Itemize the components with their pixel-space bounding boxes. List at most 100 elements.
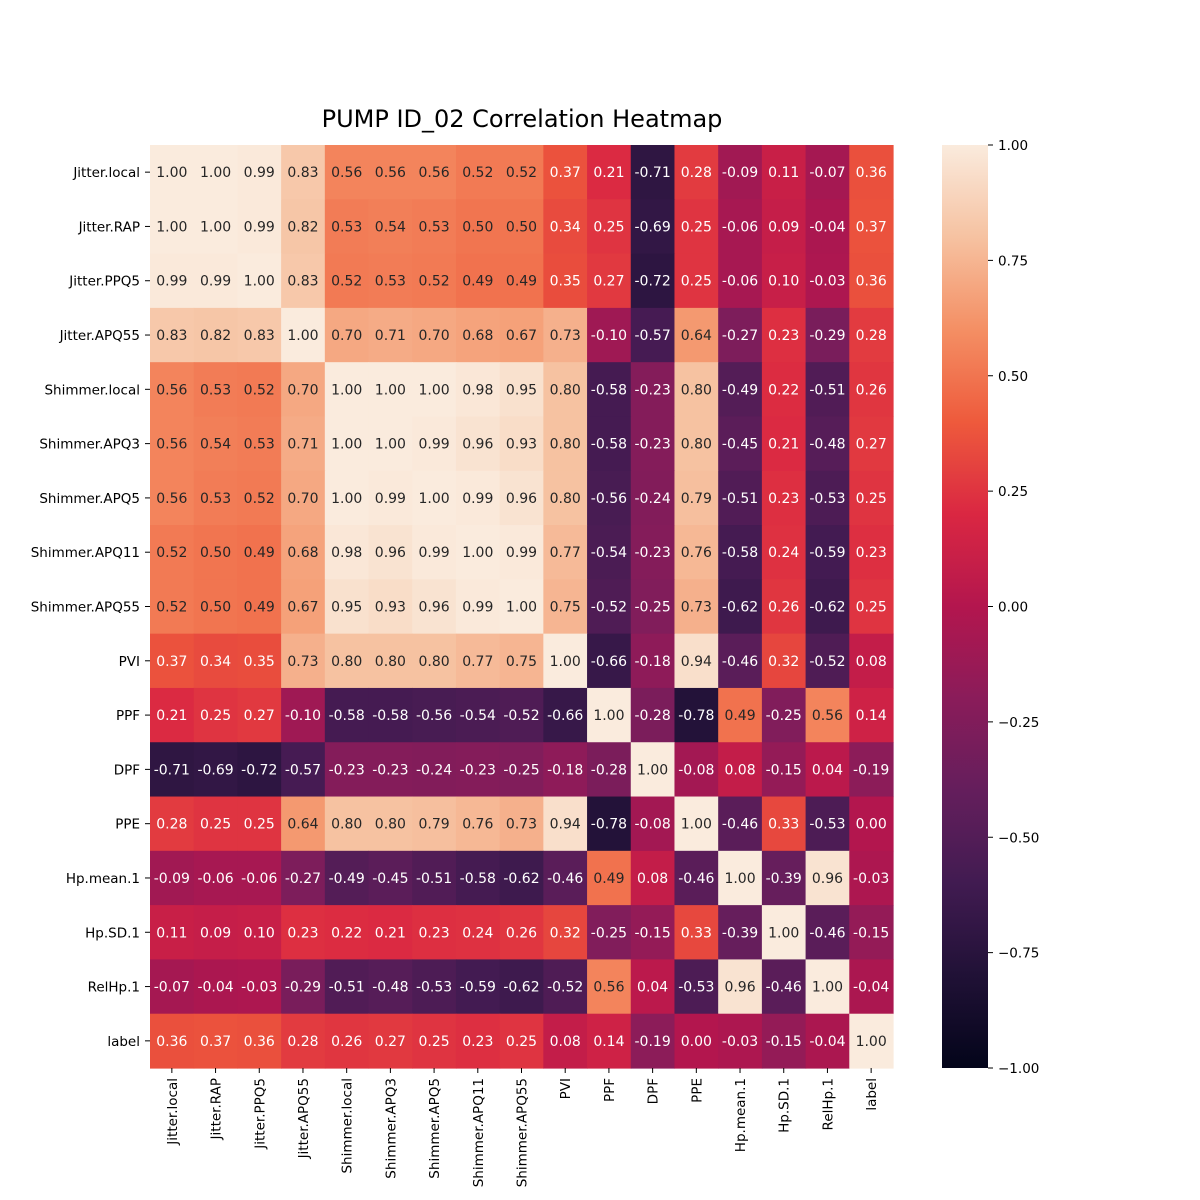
heatmap-cell — [281, 470, 326, 526]
cell-value-label: -0.04 — [809, 1034, 845, 1050]
cell-value-label: -0.66 — [591, 654, 627, 670]
heatmap-cell — [761, 905, 807, 961]
heatmap-cell — [455, 579, 501, 635]
x-tick-label: Jitter.local — [165, 1078, 181, 1146]
heatmap-cell — [455, 470, 501, 526]
cell-value-label: 0.25 — [856, 491, 887, 507]
y-tick-label: PVI — [119, 654, 140, 670]
cell-value-label: -0.53 — [416, 980, 452, 996]
heatmap-cell — [455, 742, 501, 798]
heatmap-cell — [368, 470, 413, 526]
cell-value-label: 0.49 — [244, 600, 275, 616]
heatmap-cell — [412, 525, 457, 580]
heatmap-cell — [281, 579, 326, 635]
cell-value-label: 0.56 — [156, 491, 187, 507]
heatmap-cell — [761, 1013, 807, 1069]
cell-value-label: 0.68 — [287, 545, 318, 561]
heatmap-cell — [324, 633, 370, 689]
cell-value-label: 0.56 — [331, 165, 362, 181]
cell-value-label: 0.34 — [200, 654, 231, 670]
heatmap-cell — [543, 362, 588, 418]
cell-value-label: -0.71 — [635, 165, 671, 181]
heatmap-cell — [281, 199, 326, 255]
heatmap-cell — [237, 850, 282, 906]
heatmap-cell — [193, 253, 239, 309]
cell-value-label: 0.23 — [287, 925, 318, 941]
cell-value-label: 1.00 — [812, 980, 843, 996]
heatmap-cell — [368, 1013, 413, 1069]
cell-value-label: -0.03 — [809, 274, 845, 290]
cell-value-label: 0.71 — [375, 328, 406, 344]
cell-value-label: 0.36 — [856, 165, 887, 181]
heatmap-cell — [281, 850, 326, 906]
cell-value-label: 0.52 — [331, 274, 362, 290]
cell-value-label: 0.52 — [156, 600, 187, 616]
cell-value-label: 0.56 — [812, 708, 843, 724]
heatmap-cell — [849, 579, 894, 635]
cell-value-label: 0.53 — [244, 437, 275, 453]
cell-value-label: 0.25 — [506, 1034, 537, 1050]
cell-value-label: -0.72 — [241, 762, 277, 778]
cell-value-label: -0.15 — [766, 762, 802, 778]
cell-value-label: 0.08 — [856, 654, 887, 670]
cell-value-label: 1.00 — [375, 437, 406, 453]
heatmap-cell — [324, 959, 370, 1015]
heatmap-cell — [324, 525, 370, 580]
cell-value-label: 1.00 — [156, 165, 187, 181]
heatmap-cell — [630, 742, 676, 798]
heatmap-cell — [718, 687, 763, 743]
cell-value-label: -0.51 — [329, 980, 365, 996]
heatmap-cell — [849, 525, 894, 580]
heatmap-cell — [543, 145, 588, 200]
cell-value-label: -0.25 — [766, 708, 802, 724]
cell-value-label: 0.75 — [550, 600, 581, 616]
heatmap-cell — [455, 145, 501, 200]
heatmap-cell — [761, 470, 807, 526]
cell-value-label: 0.53 — [331, 219, 362, 235]
cell-value-label: -0.54 — [460, 708, 496, 724]
heatmap-cell — [587, 742, 632, 798]
cell-value-label: 0.99 — [244, 219, 275, 235]
y-tick-label: Jitter.PPQ5 — [68, 274, 140, 290]
cell-value-label: 0.09 — [200, 925, 231, 941]
heatmap-cell — [324, 362, 370, 418]
cell-value-label: 0.79 — [681, 491, 712, 507]
heatmap-cell — [543, 579, 588, 635]
heatmap-cell — [499, 905, 544, 961]
cell-value-label: 0.49 — [593, 871, 624, 887]
cell-value-label: 1.00 — [200, 219, 231, 235]
heatmap-cell — [193, 416, 239, 472]
cell-value-label: -0.59 — [809, 545, 845, 561]
cell-value-label: -0.69 — [635, 219, 671, 235]
heatmap-cell — [368, 579, 413, 635]
heatmap-cell — [368, 959, 413, 1015]
heatmap-cell — [761, 362, 807, 418]
heatmap-cell — [674, 416, 719, 472]
cell-value-label: 0.25 — [681, 274, 712, 290]
heatmap-cell — [761, 579, 807, 635]
cell-value-label: 0.67 — [287, 600, 318, 616]
cell-value-label: -0.08 — [635, 817, 671, 833]
heatmap-cell — [674, 1013, 719, 1069]
cell-value-label: 0.25 — [856, 600, 887, 616]
heatmap-cell — [718, 307, 763, 363]
heatmap-cell — [630, 416, 676, 472]
heatmap-cell — [587, 796, 632, 852]
heatmap-cell — [630, 579, 676, 635]
cell-value-label: 0.26 — [331, 1034, 362, 1050]
heatmap-cell — [674, 905, 719, 961]
heatmap-cell — [193, 1013, 239, 1069]
heatmap-cell — [237, 470, 282, 526]
heatmap-cell — [499, 525, 544, 580]
heatmap-cell — [718, 850, 763, 906]
cell-value-label: 0.53 — [200, 382, 231, 398]
cell-value-label: -0.52 — [547, 980, 583, 996]
cell-value-label: -0.58 — [591, 382, 627, 398]
cell-value-label: -0.69 — [197, 762, 233, 778]
heatmap-cell — [761, 199, 807, 255]
heatmap-cell — [281, 796, 326, 852]
heatmap-cell — [324, 687, 370, 743]
cell-value-label: -0.28 — [591, 762, 627, 778]
heatmap-cell — [324, 253, 370, 309]
heatmap-cell — [630, 525, 676, 580]
